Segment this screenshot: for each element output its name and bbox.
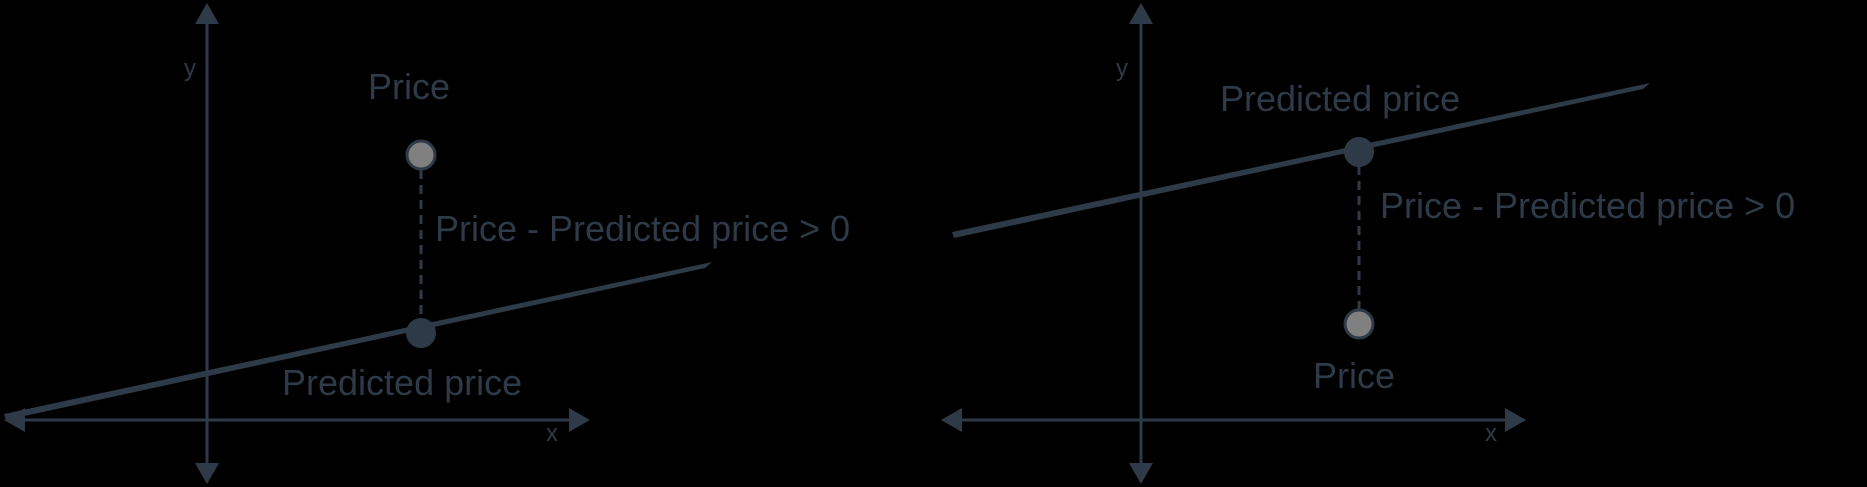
left-x-axis-label: x [546, 420, 558, 447]
left-x-axis [4, 408, 590, 432]
right-y-axis [1129, 3, 1153, 484]
left-price-label: Price [368, 66, 450, 107]
right-y-axis-arrow-down [1129, 463, 1153, 484]
right-x-axis-arrow-right [1505, 408, 1526, 432]
left-price-point [405, 139, 437, 171]
right-predicted-point [1344, 137, 1374, 167]
right-panel: y x Predicted price Price - Predicted pr… [941, 3, 1795, 484]
left-x-axis-arrow-right [569, 408, 590, 432]
right-x-axis [941, 408, 1526, 432]
right-price-label: Price [1313, 355, 1395, 396]
right-price-point [1343, 308, 1375, 340]
left-predicted-point [406, 318, 436, 348]
right-x-axis-arrow-left [941, 408, 962, 432]
left-y-axis-label: y [184, 55, 196, 82]
left-predicted-label: Predicted price [282, 362, 522, 403]
right-x-axis-label: x [1485, 420, 1497, 447]
left-panel: y x Price Predicted price Price - Predic… [4, 3, 850, 484]
right-residual-label: Price - Predicted price > 0 [1380, 185, 1795, 226]
right-predicted-label: Predicted price [1220, 78, 1460, 119]
left-regression-line [4, 262, 712, 420]
left-y-axis [195, 3, 219, 484]
right-regression-line [952, 83, 1650, 238]
left-y-axis-arrow-down [195, 463, 219, 484]
right-y-axis-label: y [1116, 55, 1128, 82]
left-y-axis-arrow-up [195, 3, 219, 24]
right-y-axis-arrow-up [1129, 3, 1153, 24]
left-residual-label: Price - Predicted price > 0 [435, 208, 850, 249]
